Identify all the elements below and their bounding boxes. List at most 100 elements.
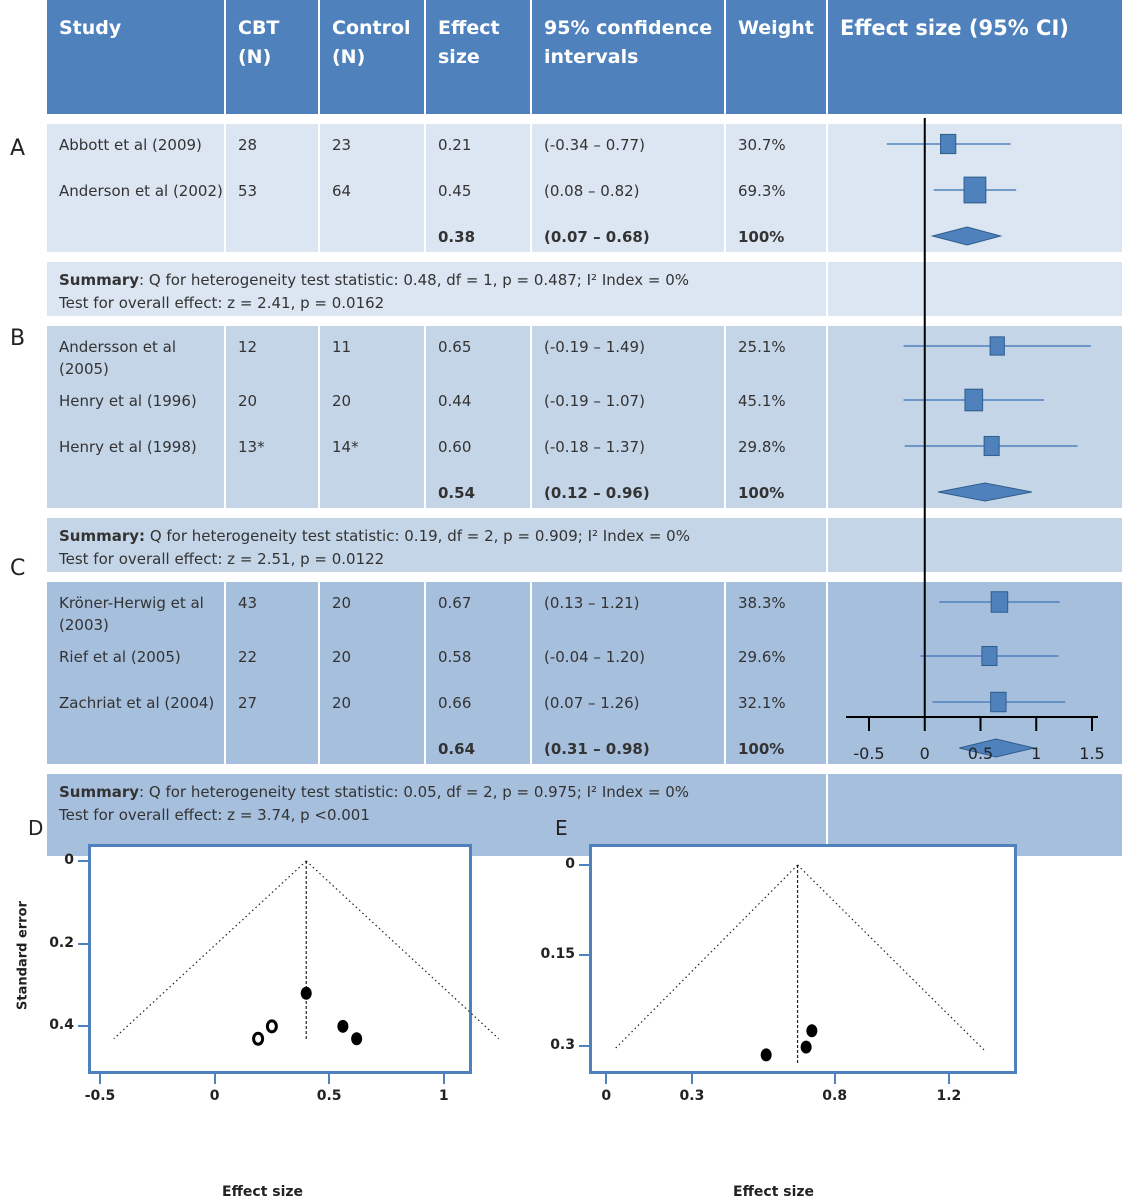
funnel-left-edge — [113, 860, 307, 1040]
table-row: Henry et al (1998) 13* 14* 0.60 (-0.18 –… — [47, 426, 1122, 472]
effect-size: 0.66 — [425, 682, 532, 728]
weight: 69.3% — [725, 170, 828, 216]
y-tick-label: 0 — [565, 856, 575, 872]
y-tick-label: 0.3 — [550, 1036, 575, 1053]
plot-cell-a — [827, 124, 1122, 252]
summary-label: Summary — [59, 271, 140, 289]
summary-overall: Test for overall effect: z = 2.51, p = 0… — [59, 550, 385, 568]
effect-size: 0.21 — [425, 124, 532, 170]
cbt-n: 20 — [225, 380, 320, 426]
y-tick-label: 0 — [64, 852, 74, 868]
effect-size: 0.45 — [425, 170, 532, 216]
funnel-right-edge — [305, 860, 500, 1040]
study-point — [760, 1048, 772, 1062]
study-name: Andersson et al (2005) — [47, 326, 226, 380]
x-tick-label: 1.2 — [936, 1088, 962, 1104]
funnel-d-svg — [113, 860, 500, 1046]
summary-text: Summary: Q for heterogeneity test statis… — [47, 262, 828, 316]
confidence-interval: (-0.04 – 1.20) — [531, 636, 726, 682]
x-tick-label: 0.3 — [679, 1088, 705, 1104]
control-n: 11 — [319, 326, 426, 380]
confidence-interval: (0.13 – 1.21) — [531, 582, 726, 636]
funnel-left-edge — [614, 864, 798, 1050]
header-plot: Effect size (95% CI) — [827, 0, 1122, 114]
pooled-weight: 100% — [725, 728, 828, 764]
cbt-n: 43 — [225, 582, 320, 636]
cbt-n: 22 — [225, 636, 320, 682]
header-study: Study — [47, 0, 226, 114]
header-cbt: CBT (N) — [225, 0, 320, 114]
study-point — [300, 986, 312, 1000]
summary-stats: : Q for heterogeneity test statistic: 0.… — [139, 271, 690, 289]
summary-row: Summary: Q for heterogeneity test statis… — [47, 262, 1122, 316]
plot-cell-c — [827, 582, 1122, 764]
weight: 25.1% — [725, 326, 828, 380]
x-tick-label: 1 — [438, 1088, 449, 1104]
study-name: Anderson et al (2002) — [47, 170, 226, 216]
y-tick — [579, 864, 589, 866]
summary-stats: Q for heterogeneity test statistic: 0.19… — [145, 527, 690, 545]
effect-size: 0.44 — [425, 380, 532, 426]
header-weight: Weight — [725, 0, 828, 114]
x-tick-label: -0.5 — [84, 1088, 116, 1104]
x-tick — [213, 1074, 216, 1084]
pooled-ci: (0.12 – 0.96) — [531, 472, 726, 508]
pooled-row: 0.54 (0.12 – 0.96) 100% — [47, 472, 1122, 508]
control-n: 23 — [319, 124, 426, 170]
y-tick — [579, 1044, 589, 1047]
control-n: 20 — [319, 380, 426, 426]
weight: 45.1% — [725, 380, 828, 426]
y-tick — [78, 1025, 88, 1028]
control-n: 64 — [319, 170, 426, 216]
pooled-ci: (0.31 – 0.98) — [531, 728, 726, 764]
study-point — [806, 1024, 818, 1038]
table-row: Zachriat et al (2004) 27 20 0.66 (0.07 –… — [47, 682, 1122, 728]
table-row: Andersson et al (2005) 12 11 0.65 (-0.19… — [47, 326, 1122, 508]
y-axis-label-d: Standard error — [15, 901, 31, 1010]
weight: 30.7% — [725, 124, 828, 170]
y-tick-label: 0.15 — [540, 946, 575, 963]
cbt-n: 13* — [225, 426, 320, 472]
pooled-effect: 0.64 — [425, 728, 532, 764]
plot-cell-b — [827, 326, 1122, 508]
x-tick — [442, 1074, 445, 1084]
x-tick — [605, 1074, 608, 1084]
x-tick — [833, 1074, 836, 1084]
study-name: Henry et al (1996) — [47, 380, 226, 426]
group-label-c: C — [10, 556, 26, 581]
pooled-row: 0.38 (0.07 – 0.68) 100% — [47, 216, 1122, 252]
study-point — [800, 1040, 812, 1054]
imputed-study-point — [252, 1031, 265, 1046]
study-name: Rief et al (2005) — [47, 636, 226, 682]
summary-text: Summary: Q for heterogeneity test statis… — [47, 518, 828, 572]
summary-label: Summary — [59, 783, 140, 801]
control-n: 20 — [319, 582, 426, 636]
effect-size: 0.67 — [425, 582, 532, 636]
weight: 38.3% — [725, 582, 828, 636]
cbt-n: 28 — [225, 124, 320, 170]
y-tick — [78, 860, 88, 862]
confidence-interval: (0.08 – 0.82) — [531, 170, 726, 216]
pooled-row: 0.64 (0.31 – 0.98) 100% — [47, 728, 1122, 764]
group-label-b: B — [10, 326, 26, 351]
funnel-plot-e — [589, 844, 1017, 1074]
cbt-n: 53 — [225, 170, 320, 216]
panel-label-e: E — [555, 816, 568, 840]
y-tick — [579, 954, 589, 957]
weight: 29.8% — [725, 426, 828, 472]
table-row: Kröner-Herwig et al (2003) 43 20 0.67 (0… — [47, 582, 1122, 764]
y-tick-label: 0.4 — [49, 1017, 74, 1034]
summary-stats: : Q for heterogeneity test statistic: 0.… — [139, 783, 690, 801]
study-name: Abbott et al (2009) — [47, 124, 226, 170]
weight: 29.6% — [725, 636, 828, 682]
summary-row: Summary: Q for heterogeneity test statis… — [47, 518, 1122, 572]
x-axis-label-e: Effect size — [733, 1184, 815, 1200]
x-tick-label: 0.8 — [822, 1088, 848, 1104]
control-n: 14* — [319, 426, 426, 472]
study-point — [351, 1032, 363, 1046]
summary-row: Summary: Q for heterogeneity test statis… — [47, 774, 1122, 856]
cbt-n: 12 — [225, 326, 320, 380]
panel-label-d: D — [28, 816, 44, 840]
summary-overall: Test for overall effect: z = 3.74, p <0.… — [59, 806, 370, 824]
pooled-weight: 100% — [725, 216, 828, 252]
